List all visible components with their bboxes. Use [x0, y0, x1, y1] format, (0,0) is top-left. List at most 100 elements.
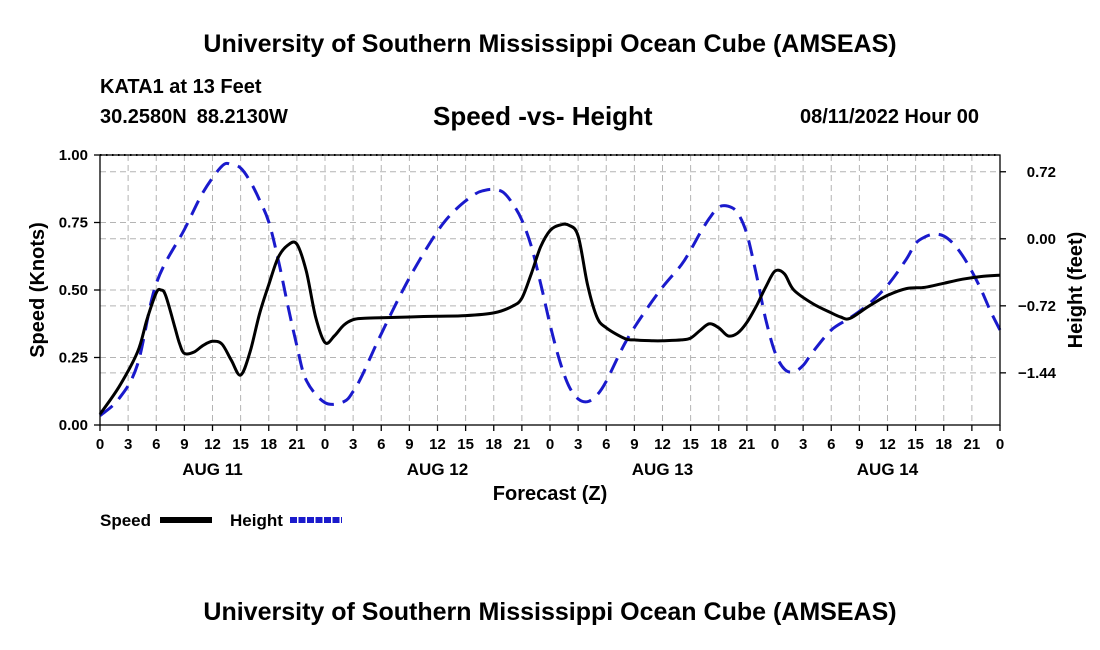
height-point [595, 394, 598, 397]
speed-point [961, 278, 964, 281]
height-point [202, 191, 205, 194]
height-point [183, 228, 186, 231]
speed-point [380, 316, 383, 319]
speed-point [183, 352, 186, 355]
x-tick-label: 9 [855, 436, 863, 453]
x-tick-label: 0 [96, 436, 104, 453]
height-point [783, 368, 786, 371]
speed-point [624, 337, 627, 340]
speed-point [539, 245, 542, 248]
height-point [699, 232, 702, 235]
main-title: University of Southern Mississippi Ocean… [203, 30, 897, 58]
speed-point [530, 272, 533, 275]
height-point [942, 235, 945, 238]
x-tick-label: 18 [260, 436, 277, 453]
x-tick-label: 6 [377, 436, 385, 453]
x-tick-label: 3 [124, 436, 132, 453]
speed-point [249, 351, 252, 354]
speed-point [361, 317, 364, 320]
speed-point [333, 334, 336, 337]
height-point [380, 332, 383, 335]
speed-point [736, 332, 739, 335]
longitude: 88.2130W [196, 106, 288, 128]
speed-point [178, 343, 181, 346]
speed-point [839, 316, 842, 319]
speed-point [211, 340, 214, 343]
x-tick-label: 0 [996, 436, 1004, 453]
height-point [361, 373, 364, 376]
speed-point [164, 294, 167, 297]
height-point [483, 189, 486, 192]
x-tick-label: 6 [827, 436, 835, 453]
coordinates: 30.2580N 88.2130W [100, 106, 298, 129]
speed-point [558, 224, 561, 227]
height-point [886, 284, 889, 287]
speed-point [492, 311, 495, 314]
speed-point [661, 339, 664, 342]
speed-point [689, 337, 692, 340]
height-point [342, 400, 345, 403]
height-point [117, 397, 120, 400]
y-tick-label: 0.75 [59, 215, 88, 232]
height-point [549, 323, 552, 326]
x-tick-label: 9 [180, 436, 188, 453]
x-tick-label: 12 [429, 436, 446, 453]
x-tick-label: 9 [405, 436, 413, 453]
height-point [952, 242, 955, 245]
height-point [239, 167, 242, 170]
height-point [492, 188, 495, 191]
height-point [764, 317, 767, 320]
legend: Speed Height [100, 511, 342, 530]
station-label: KATA1 at 13 Feet [100, 76, 262, 98]
speed-point [436, 315, 439, 318]
x-tick-label: 0 [321, 436, 329, 453]
speed-point [905, 287, 908, 290]
speed-point [849, 317, 852, 320]
x-tick-label: 9 [630, 436, 638, 453]
height-point [249, 180, 252, 183]
speed-point [942, 282, 945, 285]
speed-point [708, 322, 711, 325]
x-tick-label: 21 [739, 436, 756, 453]
speed-point [680, 338, 683, 341]
height-point [436, 230, 439, 233]
x-tick-label: 6 [152, 436, 160, 453]
y-tick-label: 0.00 [59, 417, 88, 434]
speed-point [342, 324, 345, 327]
x-tick-label: 12 [204, 436, 221, 453]
speed-point [192, 351, 195, 354]
height-point [642, 312, 645, 315]
speed-point [811, 302, 814, 305]
speed-point [577, 235, 580, 238]
speed-point [764, 286, 767, 289]
x-tick-label: 3 [799, 436, 807, 453]
height-point [755, 273, 758, 276]
latitude: 30.2580N [100, 106, 187, 128]
x-tick-label: 15 [232, 436, 249, 453]
x-axis-title: Forecast (Z) [493, 483, 607, 505]
speed-point [924, 286, 927, 289]
speed-series-line [98, 222, 1001, 416]
y-tick-label: 1.00 [59, 147, 88, 164]
speed-point [652, 339, 655, 342]
speed-point [549, 229, 552, 232]
height-point [914, 242, 917, 245]
x-tick-label: 21 [964, 436, 981, 453]
height-point [258, 198, 261, 201]
x-tick-label: 21 [289, 436, 306, 453]
axes: 0 3 6 9 12 15 18 21 0 3 6 9 12 15 18 21 0 3 6 9 12 15 18 21 0 3 6 9… [59, 147, 1057, 479]
speed-point [239, 374, 242, 377]
y-tick-label: 0.25 [59, 350, 88, 367]
speed-point [174, 326, 177, 329]
legend-label-speed: Speed [100, 511, 151, 530]
speed-point [595, 316, 598, 319]
height-point [324, 401, 327, 404]
legend-label-height: Height [230, 511, 283, 530]
speed-point [586, 283, 589, 286]
day-label: AUG 13 [632, 460, 693, 479]
height-point [539, 282, 542, 285]
y2-tick-label: 0.72 [1027, 164, 1056, 181]
height-point [286, 303, 289, 306]
day-label: AUG 14 [857, 460, 919, 479]
